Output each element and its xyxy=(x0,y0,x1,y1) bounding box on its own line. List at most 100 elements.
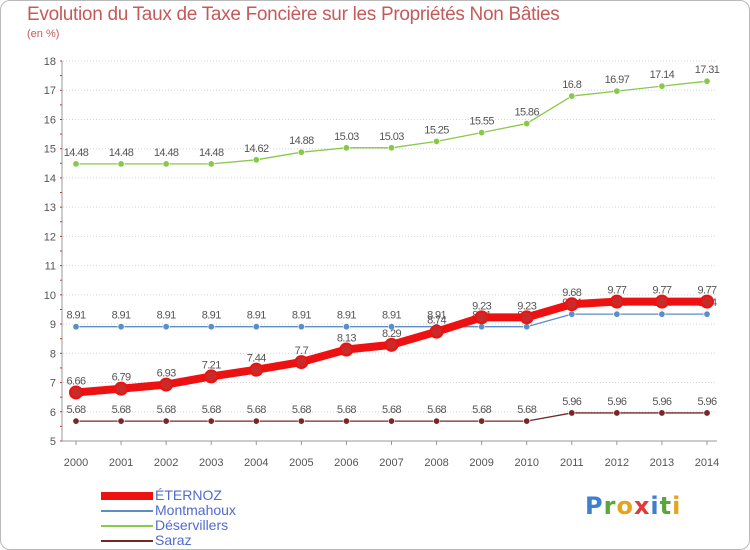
data-point-deservillers xyxy=(252,156,260,164)
data-point-deservillers xyxy=(117,160,125,168)
x-tick-label: 2013 xyxy=(650,457,674,469)
data-label-montmahoux: 8.91 xyxy=(427,310,446,322)
y-tick-label: 16 xyxy=(44,114,56,126)
data-point-saraz xyxy=(613,409,621,417)
data-label-eternoz: 9.77 xyxy=(652,285,671,297)
data-label-saraz: 5.68 xyxy=(472,404,491,416)
data-label-deservillers: 15.55 xyxy=(469,116,494,128)
data-point-saraz xyxy=(523,417,531,425)
y-tick-label: 11 xyxy=(45,261,56,273)
data-point-eternoz xyxy=(700,294,714,309)
data-point-montmahoux xyxy=(297,323,305,331)
y-tick-label: 17 xyxy=(44,85,56,97)
legend-swatch-montmahoux xyxy=(101,510,153,512)
data-point-deservillers xyxy=(613,87,621,95)
data-point-montmahoux xyxy=(703,310,711,318)
legend-label-eternoz: ÉTERNOZ xyxy=(155,487,222,503)
data-point-saraz xyxy=(478,417,486,425)
y-tick-label: 7 xyxy=(50,378,56,390)
data-point-deservillers xyxy=(387,144,395,152)
legend-swatch-deservillers xyxy=(101,525,153,527)
legend: ÉTERNOZ Montmahoux Déservillers Saraz xyxy=(101,487,321,548)
legend-item-saraz: Saraz xyxy=(101,532,321,548)
data-label-deservillers: 15.86 xyxy=(514,107,539,119)
data-point-montmahoux xyxy=(613,310,621,318)
data-label-saraz: 5.68 xyxy=(66,404,85,416)
data-label-eternoz: 9.77 xyxy=(697,285,716,297)
data-label-montmahoux: 8.91 xyxy=(292,310,311,322)
chart-title: Evolution du Taux de Taxe Foncière sur l… xyxy=(27,4,560,25)
data-point-eternoz xyxy=(564,297,579,312)
data-point-deservillers xyxy=(568,92,576,100)
data-point-deservillers xyxy=(478,129,486,137)
data-point-eternoz xyxy=(519,310,534,325)
data-point-deservillers xyxy=(433,137,441,145)
y-tick-label: 18 xyxy=(44,56,56,68)
data-label-eternoz: 8.13 xyxy=(337,333,356,345)
x-tick-label: 2000 xyxy=(64,457,88,469)
data-label-eternoz: 7.7 xyxy=(295,345,309,357)
data-label-saraz: 5.96 xyxy=(562,396,581,408)
data-label-deservillers: 15.25 xyxy=(424,124,449,136)
x-tick-label: 2004 xyxy=(244,457,268,469)
data-point-montmahoux xyxy=(568,310,576,318)
y-tick-label: 15 xyxy=(44,144,56,156)
data-point-deservillers xyxy=(297,148,305,156)
data-label-saraz: 5.68 xyxy=(292,404,311,416)
y-tick-label: 8 xyxy=(50,348,56,360)
data-label-deservillers: 14.48 xyxy=(199,147,224,159)
data-point-deservillers xyxy=(207,160,215,168)
data-label-eternoz: 6.93 xyxy=(157,368,176,380)
data-label-deservillers: 16.8 xyxy=(562,79,581,91)
data-point-deservillers xyxy=(523,120,531,128)
x-tick-label: 2005 xyxy=(289,457,313,469)
data-label-montmahoux: 8.91 xyxy=(382,310,401,322)
logo-letter: i xyxy=(650,492,660,520)
legend-item-deservillers: Déservillers xyxy=(101,517,321,533)
data-point-eternoz xyxy=(429,324,444,339)
data-point-eternoz xyxy=(339,342,354,357)
data-point-montmahoux xyxy=(658,310,666,318)
data-point-eternoz xyxy=(159,377,174,392)
x-tick-label: 2009 xyxy=(469,457,493,469)
logo-letter: x xyxy=(633,492,651,520)
data-label-saraz: 5.68 xyxy=(337,404,356,416)
y-tick-label: 12 xyxy=(44,231,56,243)
data-label-eternoz: 9.68 xyxy=(562,287,581,299)
data-point-montmahoux xyxy=(117,323,125,331)
legend-swatch-saraz xyxy=(101,540,153,542)
data-label-montmahoux: 8.91 xyxy=(112,310,131,322)
logo-letter: P xyxy=(585,492,604,520)
data-point-montmahoux xyxy=(523,323,531,331)
data-point-montmahoux xyxy=(342,323,350,331)
legend-swatch-eternoz xyxy=(101,492,153,500)
data-point-saraz xyxy=(342,417,350,425)
data-label-saraz: 5.96 xyxy=(697,396,716,408)
x-tick-label: 2002 xyxy=(154,457,178,469)
data-point-eternoz xyxy=(249,362,264,377)
x-tick-label: 2003 xyxy=(199,457,223,469)
data-label-deservillers: 14.48 xyxy=(109,147,134,159)
x-tick-label: 2014 xyxy=(695,457,719,469)
data-point-montmahoux xyxy=(252,323,260,331)
legend-item-eternoz: ÉTERNOZ xyxy=(101,487,321,503)
data-label-eternoz: 6.79 xyxy=(112,372,131,384)
y-tick-label: 5 xyxy=(50,436,56,448)
legend-label-montmahoux: Montmahoux xyxy=(155,502,236,518)
data-label-montmahoux: 8.91 xyxy=(337,310,356,322)
data-point-montmahoux xyxy=(162,323,170,331)
data-point-saraz xyxy=(207,417,215,425)
data-label-deservillers: 14.48 xyxy=(154,147,179,159)
data-point-montmahoux xyxy=(387,323,395,331)
data-point-saraz xyxy=(117,417,125,425)
x-tick-label: 2007 xyxy=(379,457,403,469)
series-deservillers: 14.48 14.48 14.48 14.48 14.62 14.88 15.03 15.03… xyxy=(64,64,720,168)
logo-letter: i xyxy=(672,492,682,520)
data-label-eternoz: 9.77 xyxy=(607,285,626,297)
logo-letter: t xyxy=(659,492,673,520)
data-point-deservillers xyxy=(342,144,350,152)
x-tick-label: 2011 xyxy=(560,457,584,469)
data-point-deservillers xyxy=(72,160,80,168)
